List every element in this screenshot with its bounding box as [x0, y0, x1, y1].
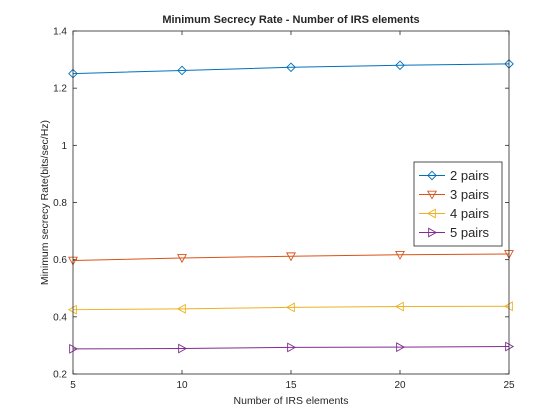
legend-label: 2 pairs [450, 168, 490, 183]
data-point [286, 252, 296, 262]
legend: 2 pairs 3 pairs 4 pairs 5 pairs [413, 161, 503, 247]
data-point [177, 254, 187, 264]
series-line [72, 253, 510, 262]
x-axis-label: Number of IRS elements [234, 395, 349, 407]
x-tick-label: 10 [176, 380, 188, 391]
data-point [178, 343, 188, 354]
legend-label: 3 pairs [450, 187, 490, 202]
legend-label: 4 pairs [450, 206, 490, 221]
chart-title: Minimum Secrecy Rate - Number of IRS ele… [162, 14, 419, 26]
data-point [176, 303, 186, 314]
y-tick-label: 1 [61, 141, 67, 152]
legend-item: 3 pairs [419, 187, 490, 202]
legend-item: 5 pairs [419, 225, 490, 240]
legend-marker [427, 170, 437, 181]
data-point [394, 301, 404, 312]
y-tick-label: 0.4 [53, 312, 67, 323]
legend-label: 5 pairs [450, 225, 490, 240]
y-tick-label: 0.6 [53, 255, 67, 266]
y-tick-label: 1.4 [53, 27, 67, 38]
legend-marker [426, 208, 436, 219]
data-point [286, 62, 296, 73]
x-tick-label: 25 [503, 380, 515, 391]
data-point [395, 250, 405, 260]
series-line [72, 305, 510, 311]
series-layer [67, 59, 515, 354]
series-line [72, 63, 510, 75]
y-axis-label: Minimum secrecy Rate(bits/sec/Hz) [39, 120, 51, 285]
y-tick-label: 0.8 [53, 198, 67, 209]
data-point [505, 341, 515, 352]
data-point [396, 342, 406, 353]
series-group [69, 341, 515, 354]
series-group [67, 301, 513, 315]
legend-item: 4 pairs [419, 206, 490, 221]
legend-marker [427, 190, 437, 200]
series-line [72, 346, 510, 350]
legend-item: 2 pairs [419, 168, 490, 183]
data-point [177, 65, 187, 76]
x-tick-label: 15 [285, 380, 297, 391]
x-tick-label: 20 [394, 380, 406, 391]
y-tick-label: 1.2 [53, 84, 67, 95]
axes-box [72, 30, 510, 375]
data-point [503, 301, 513, 312]
data-point [69, 343, 79, 354]
data-point [395, 60, 405, 71]
y-tick-label: 0.2 [53, 370, 67, 381]
data-point [287, 342, 297, 353]
data-point [285, 302, 295, 313]
data-point [67, 304, 77, 315]
legend-marker [428, 227, 438, 238]
x-tick-label: 5 [70, 380, 76, 391]
axis-ticks: 5 10 15 20 25 0.2 0.4 0.6 0.8 1 1.2 1.4 [53, 27, 515, 392]
